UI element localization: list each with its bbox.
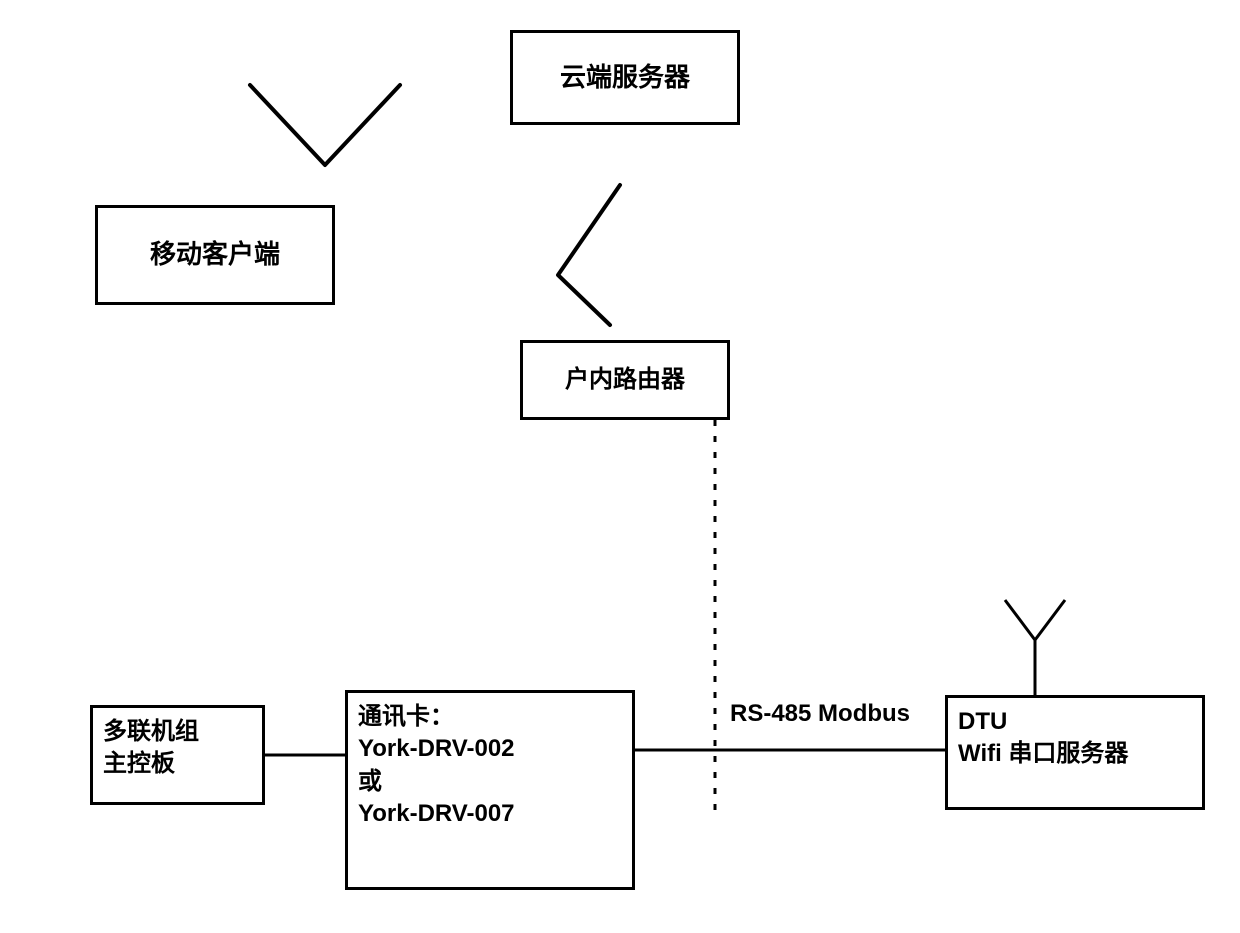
rs485-label: RS-485 Modbus <box>730 700 910 727</box>
node-main-board: 多联机组 主控板 <box>90 705 265 805</box>
indoor-router-label: 户内路由器 <box>565 364 685 396</box>
main-board-label: 多联机组 主控板 <box>103 716 199 781</box>
node-indoor-router: 户内路由器 <box>520 340 730 420</box>
comm-card-label: 通讯卡： York-DRV-002 或 York-DRV-007 <box>358 701 515 831</box>
node-dtu: DTU Wifi 串口服务器 <box>945 695 1205 810</box>
node-cloud-server: 云端服务器 <box>510 30 740 125</box>
mobile-client-label: 移动客户端 <box>150 237 280 272</box>
edge-cloud-to-client <box>250 85 400 165</box>
node-comm-card: 通讯卡： York-DRV-002 或 York-DRV-007 <box>345 690 635 890</box>
dtu-label: DTU Wifi 串口服务器 <box>958 706 1128 771</box>
cloud-server-label: 云端服务器 <box>560 60 690 95</box>
node-mobile-client: 移动客户端 <box>95 205 335 305</box>
antenna-icon <box>1005 600 1065 695</box>
edge-cloud-to-router <box>558 185 620 325</box>
edge-label-rs485: RS-485 Modbus <box>730 700 910 728</box>
